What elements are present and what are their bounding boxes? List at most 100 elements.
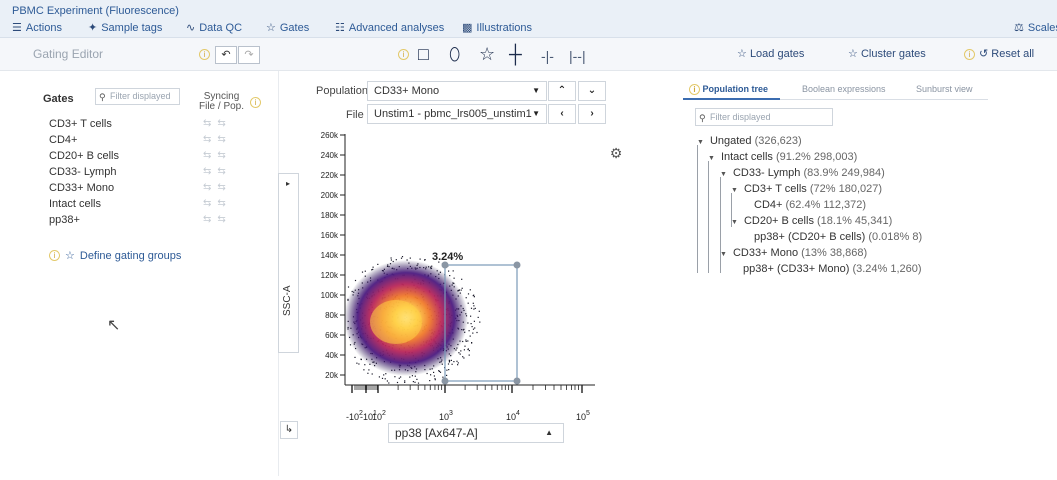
population-next-button[interactable]: ⌄ [578,81,606,101]
tree-node-name: pp38+ (CD33+ Mono) [743,263,850,275]
range-gate-tool-icon[interactable]: |--| [569,48,586,64]
tree-node[interactable]: ▼ CD33- Lymph (83.9% 249,984) [720,167,885,179]
polygon-gate-tool-icon[interactable]: ⬯ [449,44,461,64]
file-next-button[interactable]: › [578,104,606,124]
gate-list-item[interactable]: pp38+ ⇆⇆ [49,214,249,230]
reset-all-button[interactable]: ↺ Reset all [979,47,1034,60]
event-dot [434,379,436,381]
split-gate-tool-icon[interactable]: -|- [541,48,554,64]
define-gating-groups-label: Define gating groups [79,249,182,262]
menu-illustrations[interactable]: ▩ Illustrations [462,21,532,35]
tab-boolean-expressions[interactable]: Boolean expressions [802,84,886,94]
sync-toggle-icons[interactable]: ⇆⇆ [203,182,232,193]
population-label: Population [316,85,368,97]
info-icon[interactable]: i [49,250,60,261]
plot-settings-button[interactable]: ⚙ [606,143,626,163]
tree-node[interactable]: ▼ Ungated (326,623) [697,135,802,147]
undo-button[interactable]: ↶ [215,46,237,64]
tree-filter-input[interactable]: ⚲ Filter displayed [695,108,833,126]
tree-line [720,177,721,273]
gate-list-item[interactable]: CD33- Lymph ⇆⇆ [49,166,249,182]
experiment-title[interactable]: PBMC Experiment (Fluorescence) [12,5,179,17]
event-dot [473,296,475,298]
gate-list-item[interactable]: Intact cells ⇆⇆ [49,198,249,214]
tree-node[interactable]: pp38+ (CD20+ B cells) (0.018% 8) [754,231,922,243]
define-gating-groups-link[interactable]: i ☆ Define gating groups [49,249,181,262]
tree-node[interactable]: ▼ CD33+ Mono (13% 38,868) [720,247,867,259]
menu-advanced-analyses[interactable]: ☷ Advanced analyses [335,21,444,35]
gate-handle[interactable] [441,377,449,385]
population-select[interactable]: CD33+ Mono ▼ [367,81,547,101]
menu-gates[interactable]: ☆ Gates [266,21,309,35]
gate-list-item[interactable]: CD4+ ⇆⇆ [49,134,249,150]
sync-toggle-icons[interactable]: ⇆⇆ [203,214,232,225]
event-dot [414,381,416,383]
gate-handle[interactable] [513,377,521,385]
search-icon: ⚲ [99,92,106,102]
rectangle-gate[interactable]: 3.24% [432,251,521,385]
info-icon[interactable]: i [689,84,700,95]
event-dot [449,275,451,277]
menu-scales[interactable]: ⚖ Scales [1014,21,1057,35]
redo-button[interactable]: ↷ [238,46,260,64]
menu-data-qc[interactable]: ∿ Data QC [186,21,243,35]
swap-axes-button[interactable]: ↳ [280,421,298,439]
collapse-icon[interactable]: ▼ [731,187,738,194]
tree-node[interactable]: ▼ Intact cells (91.2% 298,003) [708,151,857,163]
y-axis-panel[interactable]: ▸ SSC-A [278,173,299,353]
y-tick-label: 60k [325,331,339,340]
tree-node-stat: (326,623) [754,135,802,147]
scales-icon: ⚖ [1014,22,1024,34]
gate-handle[interactable] [441,261,449,269]
event-dot [448,361,450,363]
quadrant-gate-tool-icon[interactable]: ┼ [509,44,522,64]
file-prev-button[interactable]: ‹ [548,104,576,124]
tree-node[interactable]: ▼ CD20+ B cells (18.1% 45,341) [731,215,892,227]
menu-actions[interactable]: ☰ Actions [12,21,62,35]
info-icon[interactable]: i [250,97,261,108]
menu-data-qc-label: Data QC [199,21,243,34]
expand-arrow-icon[interactable]: ▸ [286,179,291,188]
collapse-icon[interactable]: ▼ [697,139,704,146]
density-scatter-plot[interactable]: 260k 240k 220k 200k 180k 160k 140k 120k 100k 80k 6… [300,125,600,425]
sync-toggle-icons[interactable]: ⇆⇆ [203,150,232,161]
info-icon[interactable]: i [398,49,409,60]
tree-node[interactable]: ▼ CD3+ T cells (72% 180,027) [731,183,882,195]
collapse-icon[interactable]: ▼ [708,155,715,162]
file-select[interactable]: Unstim1 - pbmc_lrs005_unstim1 ▼ [367,104,547,124]
menu-sample-tags[interactable]: ✦ Sample tags [88,21,163,35]
tree-node[interactable]: pp38+ (CD33+ Mono) (3.24% 1,260) [743,263,922,275]
sync-toggle-icons[interactable]: ⇆⇆ [203,198,232,209]
rectangle-gate-tool-icon[interactable]: □ [418,44,429,64]
tree-node[interactable]: CD4+ (62.4% 112,372) [754,199,866,211]
collapse-icon[interactable]: ▼ [720,251,727,258]
event-dot [447,363,450,365]
info-icon[interactable]: i [199,49,210,60]
tab-sunburst-view[interactable]: Sunburst view [916,84,973,94]
menu-sample-tags-label: Sample tags [101,21,163,34]
gates-filter-input[interactable]: ⚲ Filter displayed [95,88,180,105]
event-dot [470,323,472,325]
y-tick-label: 20k [325,371,339,380]
sync-toggle-icons[interactable]: ⇆⇆ [203,166,232,177]
info-icon[interactable]: i [964,49,975,60]
sync-toggle-icons[interactable]: ⇆⇆ [203,134,232,145]
collapse-icon[interactable]: ▼ [731,219,738,226]
gate-list-item[interactable]: CD3+ T cells ⇆⇆ [49,118,249,134]
collapse-icon[interactable]: ▼ [720,171,727,178]
gate-rectangle[interactable] [444,264,518,382]
x-tick-label: 104 [506,410,520,422]
star-gate-tool-icon[interactable]: ☆ [479,44,496,64]
x-axis-channel-select[interactable]: pp38 [Ax647-A] ▲ [388,423,564,443]
gate-handle[interactable] [513,261,521,269]
tab-population-tree[interactable]: i Population tree [689,84,768,95]
gate-list-item[interactable]: CD33+ Mono ⇆⇆ [49,182,249,198]
load-gates-button[interactable]: ☆ Load gates [737,47,804,60]
y-axis-ticks: 260k 240k 220k 200k 180k 160k 140k 120k 100k 80k 6… [321,131,345,380]
cluster-gates-button[interactable]: ☆ Cluster gates [848,47,926,60]
sync-toggle-icons[interactable]: ⇆⇆ [203,118,232,129]
population-prev-button[interactable]: ⌃ [548,81,576,101]
tree-line [697,145,698,273]
event-dot [404,380,406,382]
gate-list-item[interactable]: CD20+ B cells ⇆⇆ [49,150,249,166]
